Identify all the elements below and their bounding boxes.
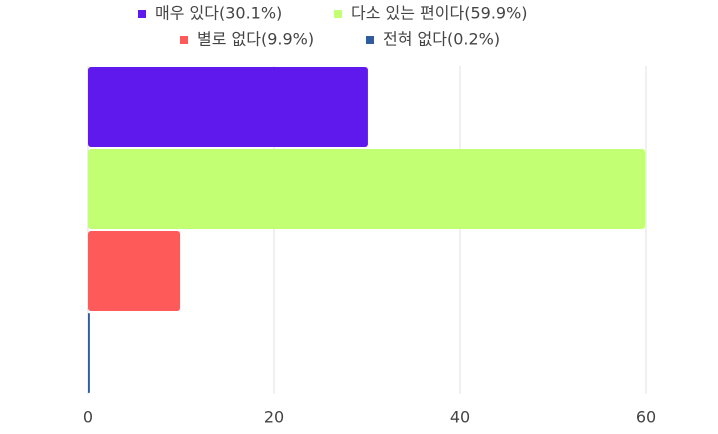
bar [88,67,368,147]
legend-label: 매우 있다(30.1%) [155,4,282,23]
legend-marker [366,36,374,44]
x-tick-label: 20 [264,408,284,427]
legend-label: 다소 있는 편이다(59.9%) [351,4,528,23]
legend-label: 별로 없다(9.9%) [197,30,314,49]
bar [88,313,90,393]
legend-label: 전혀 없다(0.2%) [383,30,500,49]
legend-marker [180,36,188,44]
legend-marker [138,10,146,18]
legend-marker [334,10,342,18]
x-tick-label: 40 [450,408,470,427]
x-tick-label: 60 [636,408,656,427]
bar [88,231,181,311]
bar [88,149,646,229]
x-tick-label: 0 [83,408,93,427]
